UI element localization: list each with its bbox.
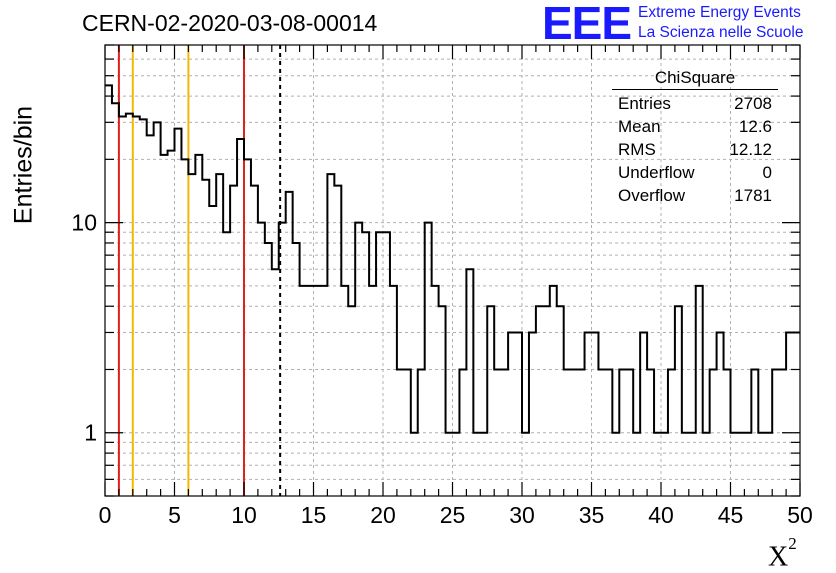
x-axis-label-exponent: 2: [788, 534, 797, 553]
x-tick-label: 25: [440, 502, 466, 528]
x-tick-label: 40: [648, 502, 674, 528]
x-tick-label: 50: [787, 502, 813, 528]
stats-label: Underflow: [618, 163, 695, 182]
y-tick-label: 10: [71, 210, 97, 236]
y-tick-label: 1: [84, 420, 97, 446]
eee-logo: EEE: [542, 0, 632, 49]
logo-subtitle-line1: Extreme Energy Events: [638, 4, 801, 21]
x-tick-label: 45: [718, 502, 744, 528]
x-tick-label: 35: [579, 502, 605, 528]
x-tick-label: 15: [301, 502, 327, 528]
x-tick-label: 0: [99, 502, 112, 528]
stats-value: 0: [762, 163, 772, 182]
x-tick-label: 5: [168, 502, 181, 528]
stats-row: Entries 2708: [612, 92, 778, 115]
grid-layer: [105, 44, 800, 497]
stats-label: Overflow: [618, 186, 686, 205]
stats-value: 2708: [734, 94, 772, 113]
y-axis-label-box: Entries/bin: [4, 105, 44, 225]
marker-lines: [117, 45, 282, 496]
stats-row: RMS 12.12: [612, 138, 778, 161]
stats-box: ChiSquare Entries 2708 Mean 12.6 RMS 12.12 …: [612, 66, 778, 207]
stats-value: 1781: [734, 186, 772, 205]
x-tick-label: 10: [231, 502, 257, 528]
axes-frame: [104, 44, 801, 497]
stats-label: Mean: [618, 117, 661, 136]
stats-label: Entries: [618, 94, 671, 113]
stats-label: RMS: [618, 140, 656, 159]
x-tick-label: 20: [370, 502, 396, 528]
stats-row: Underflow 0: [612, 161, 778, 184]
x-axis-label-symbol: X: [768, 541, 789, 573]
x-tick-label: 30: [509, 502, 535, 528]
histogram-line: [105, 84, 800, 434]
tick-labels: 0 5 10 15 20 25 30 35 40 45 50 1 10: [71, 210, 812, 528]
stats-row: Mean 12.6: [612, 115, 778, 138]
stats-row: Overflow 1781: [612, 184, 778, 207]
stats-value: 12.12: [729, 140, 772, 159]
stats-title: ChiSquare: [612, 66, 778, 90]
histogram-bins: [105, 84, 800, 434]
y-axis-label: Entries/bin: [9, 105, 38, 225]
run-title: CERN-02-2020-03-08-00014: [82, 10, 378, 36]
logo-subtitle-line2: La Scienza nelle Scuole: [638, 24, 804, 41]
stats-value: 12.6: [738, 117, 772, 136]
x-axis-label: X2: [768, 534, 797, 573]
